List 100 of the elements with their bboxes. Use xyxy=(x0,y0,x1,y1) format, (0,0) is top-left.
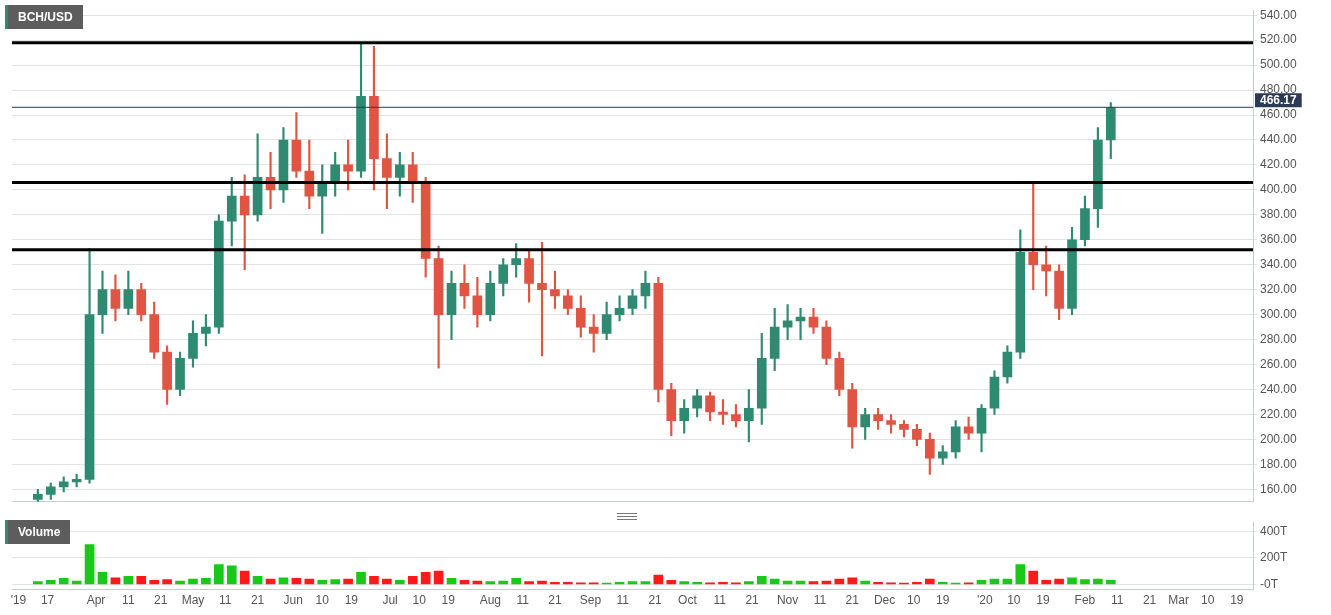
bar xyxy=(808,581,819,585)
x-tick-label: Feb xyxy=(1074,593,1096,608)
x-tick-label: Jun xyxy=(283,593,303,608)
bar xyxy=(550,582,560,585)
x-tick-label: 21 xyxy=(548,593,562,608)
y-tick-label: 340.00 xyxy=(1260,257,1298,272)
bar xyxy=(459,580,470,585)
x-tick-label: 19 xyxy=(936,593,950,608)
bar xyxy=(666,580,677,585)
bar xyxy=(524,581,534,585)
bar xyxy=(214,564,224,585)
bar xyxy=(563,582,573,585)
x-tick-label: Mar xyxy=(1168,593,1190,608)
x-tick-label: 17 xyxy=(40,593,55,608)
x-tick-label: '19 xyxy=(10,593,27,608)
bar xyxy=(382,578,392,585)
x-tick-label: Oct xyxy=(678,593,698,608)
x-tick-label: May xyxy=(181,593,205,608)
x-tick-label: 19 xyxy=(441,593,456,608)
bar xyxy=(45,580,56,585)
bar xyxy=(123,576,134,585)
y-tick-label: 220.00 xyxy=(1260,406,1298,421)
bar xyxy=(226,565,237,585)
chart-title: Volume xyxy=(5,520,71,544)
bar xyxy=(446,578,457,585)
x-tick-label: 21 xyxy=(745,593,760,608)
y-tick-label: 280.00 xyxy=(1260,331,1298,346)
bar xyxy=(394,580,405,585)
x-tick-label: 21 xyxy=(845,593,860,608)
bar xyxy=(627,581,638,585)
bar xyxy=(860,580,871,585)
x-tick-label: Apr xyxy=(86,593,106,608)
y-tick-label: 240.00 xyxy=(1260,381,1298,396)
bar xyxy=(278,577,289,585)
x-tick-label: 21 xyxy=(648,593,663,608)
bar xyxy=(175,580,185,585)
x-tick-label: 10 xyxy=(315,593,330,608)
candlestick xyxy=(640,270,651,309)
y-tick-label: 320.00 xyxy=(1260,282,1298,296)
x-tick-label: 19 xyxy=(344,593,359,608)
bar xyxy=(1067,577,1077,585)
bar xyxy=(498,580,509,585)
bar xyxy=(1080,579,1090,585)
ref-line-label: 466.17 xyxy=(1260,92,1298,107)
bar xyxy=(110,577,121,585)
x-tick-label: 10 xyxy=(412,593,427,608)
x-tick-label: 11 xyxy=(219,593,232,608)
x-tick-label: 19 xyxy=(1036,593,1050,608)
candlestick xyxy=(459,264,470,309)
bar xyxy=(1054,578,1064,585)
y-tick-label: 180.00 xyxy=(1260,456,1298,471)
y-tick-label: 380.00 xyxy=(1260,207,1298,222)
x-tick-label: 11 xyxy=(1111,593,1124,608)
bar xyxy=(407,576,418,585)
bar xyxy=(640,581,651,585)
bar xyxy=(511,578,521,585)
bar xyxy=(136,576,147,585)
bar xyxy=(304,578,315,585)
y-tick-label: 300.00 xyxy=(1260,306,1298,321)
bar xyxy=(847,577,858,585)
bar xyxy=(873,582,883,585)
bar xyxy=(239,570,250,585)
x-tick-label: 11 xyxy=(516,593,530,608)
x-tick-label: Jul xyxy=(382,593,398,608)
y-tick-label: 260.00 xyxy=(1260,356,1298,371)
y-tick-label: 400T xyxy=(1260,523,1289,538)
bar xyxy=(744,581,754,585)
x-tick-label: Aug xyxy=(479,593,501,608)
candlestick xyxy=(614,295,625,322)
x-tick-label: 21 xyxy=(1142,593,1157,608)
bar xyxy=(1028,570,1039,585)
bar xyxy=(58,578,69,585)
y-tick-label: 440.00 xyxy=(1260,132,1298,147)
x-tick-label: 19 xyxy=(1230,593,1244,608)
bar xyxy=(291,578,302,585)
bar xyxy=(252,576,263,585)
bar xyxy=(420,572,431,585)
bar xyxy=(343,578,353,585)
bar xyxy=(356,572,366,585)
bar xyxy=(201,578,211,585)
bar xyxy=(1015,564,1026,585)
bar xyxy=(976,580,987,585)
x-tick-label: '20 xyxy=(976,593,993,608)
y-tick-label: 540.00 xyxy=(1260,7,1298,22)
y-tick-label: 500.00 xyxy=(1260,57,1298,72)
x-tick-label: 10 xyxy=(906,593,921,608)
y-tick-label: 200.00 xyxy=(1260,431,1298,446)
y-tick-label: 400.00 xyxy=(1260,182,1298,197)
bar xyxy=(756,576,767,585)
bar xyxy=(1093,578,1103,585)
x-tick-label: 11 xyxy=(616,593,630,608)
bar xyxy=(149,580,160,585)
bar xyxy=(937,582,948,585)
x-tick-label: 10 xyxy=(1201,593,1215,608)
x-tick-label: 21 xyxy=(250,593,265,608)
bar xyxy=(769,578,780,585)
bar xyxy=(1041,580,1051,585)
bar xyxy=(718,582,728,585)
bar xyxy=(679,581,690,585)
bar xyxy=(692,582,702,585)
